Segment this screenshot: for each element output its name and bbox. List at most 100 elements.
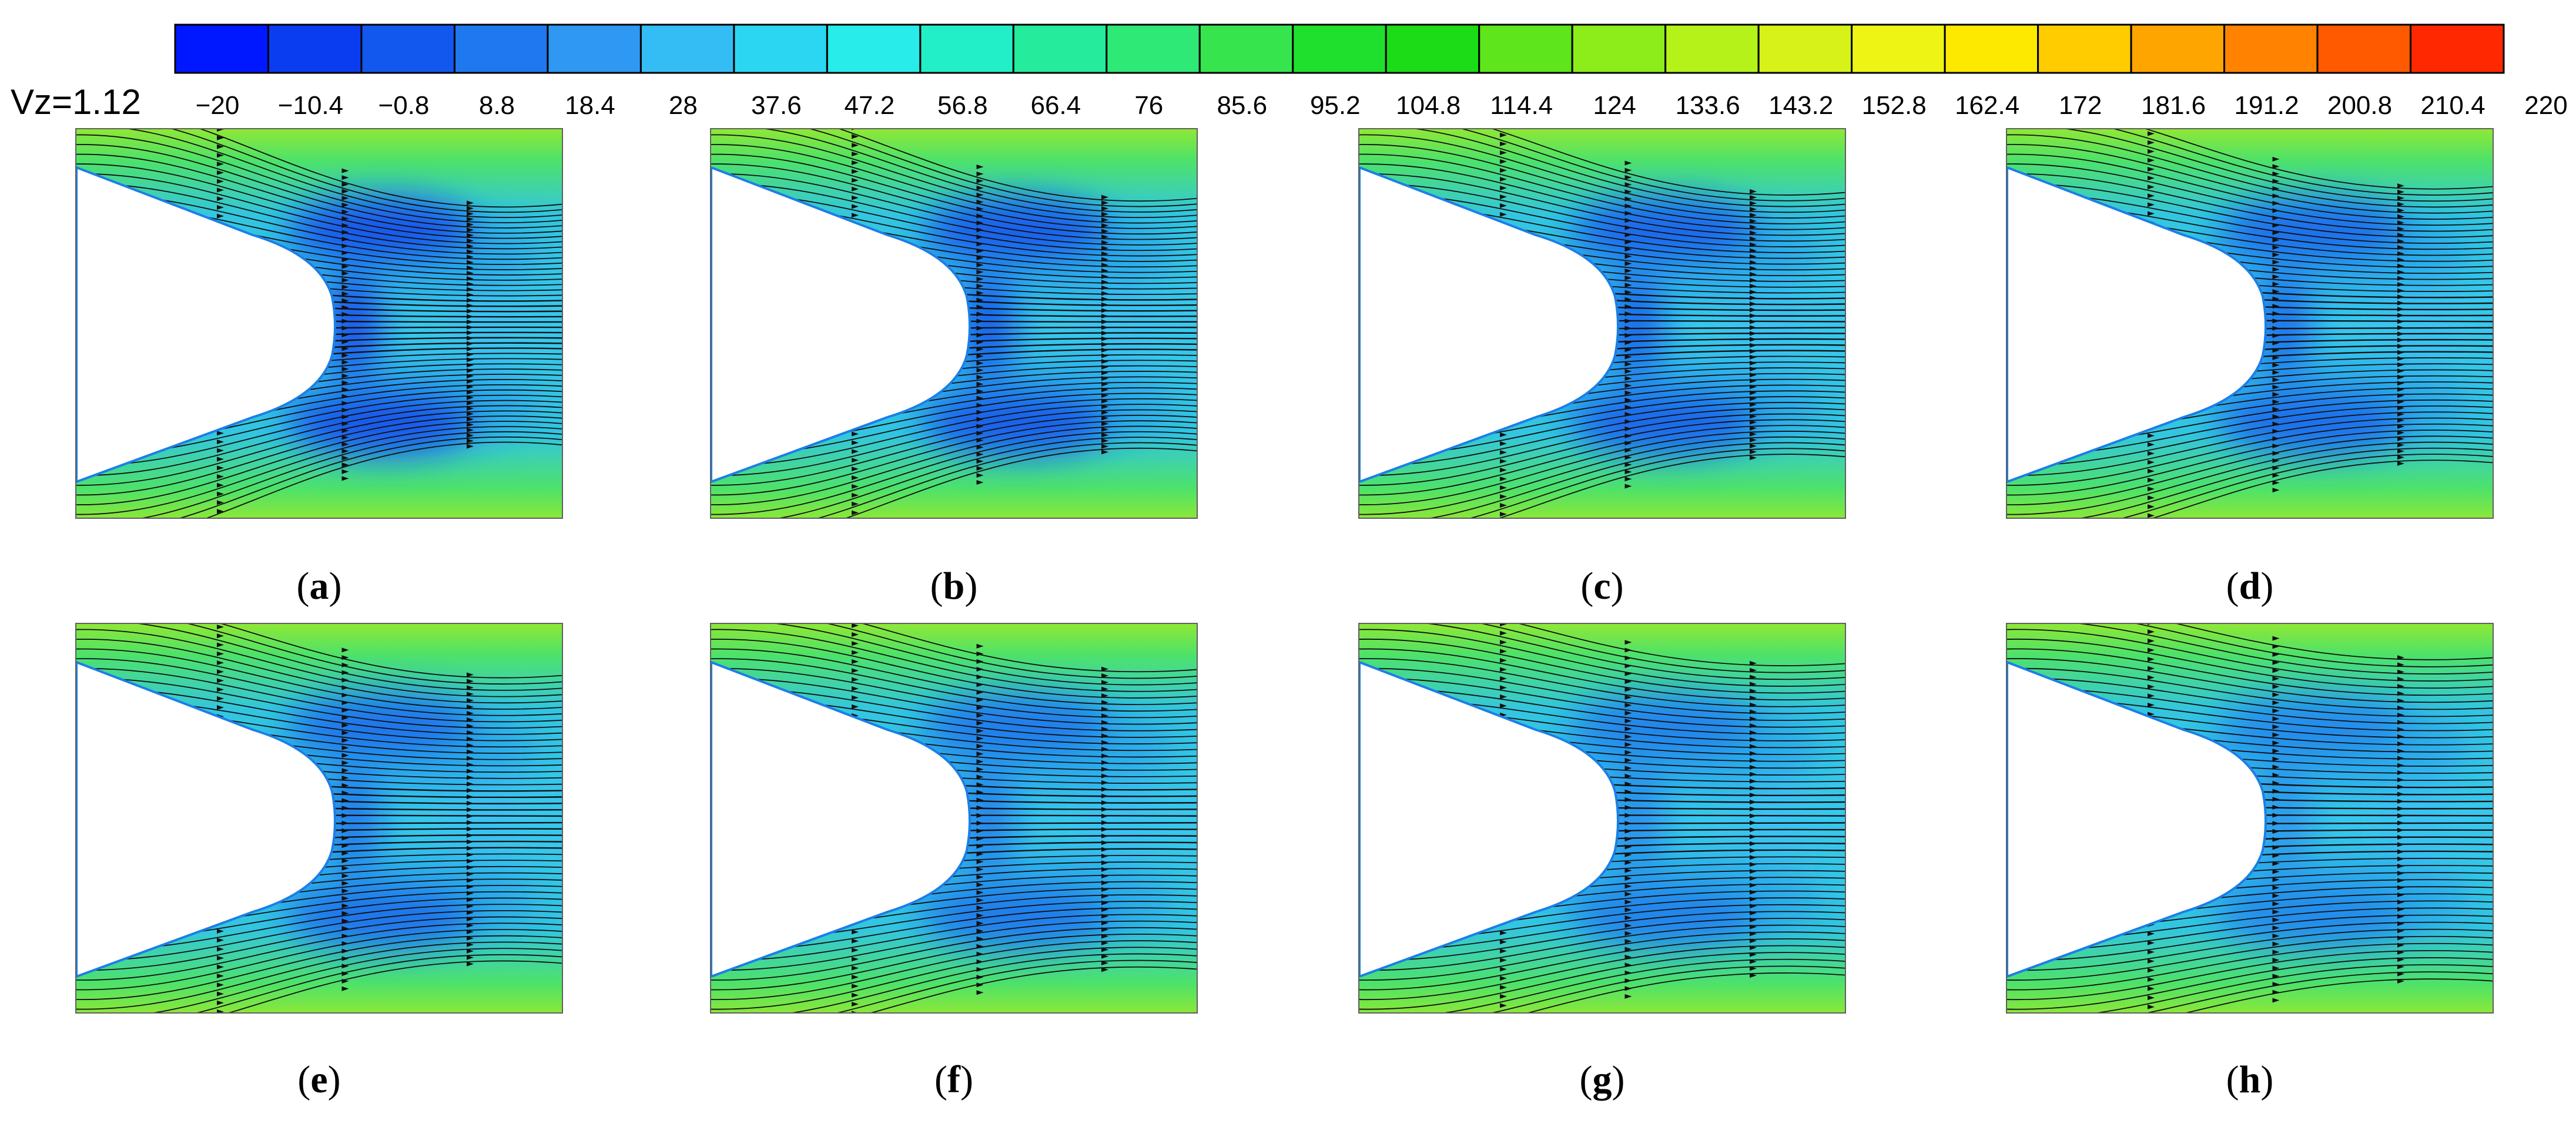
streamline-arrow xyxy=(217,482,224,488)
streamline xyxy=(172,129,562,213)
streamline-arrow xyxy=(467,227,474,233)
streamline-arrow xyxy=(1624,939,1632,944)
solid-body xyxy=(711,660,971,978)
streamline-arrow xyxy=(1624,376,1632,381)
streamline xyxy=(153,948,562,1012)
streamline-arrow xyxy=(1500,1012,1507,1014)
legend-tick-label: 133.6 xyxy=(1676,91,1740,120)
streamline xyxy=(862,624,1197,673)
streamline-arrow xyxy=(2148,940,2155,945)
streamline-arrow xyxy=(2272,333,2280,338)
streamline-arrow xyxy=(2272,200,2280,206)
streamline-arrow xyxy=(217,457,224,462)
streamline-arrow xyxy=(976,643,984,649)
streamline-arrow xyxy=(1750,758,1757,763)
streamline-arrow xyxy=(341,175,349,180)
streamline-arrow xyxy=(341,813,349,818)
streamline xyxy=(1359,677,1845,721)
legend-tick-label: 47.2 xyxy=(845,91,895,120)
streamline-arrow xyxy=(2272,488,2280,493)
streamline-arrow xyxy=(2272,941,2280,947)
streamline-arrow xyxy=(467,833,474,838)
streamline-arrow xyxy=(852,204,859,209)
streamline xyxy=(711,163,1197,235)
streamline-arrow xyxy=(341,888,349,894)
streamline-arrow xyxy=(467,922,474,928)
streamline-arrow xyxy=(1624,484,1632,489)
streamline-arrow xyxy=(1750,194,1757,200)
streamline-arrow xyxy=(1750,373,1757,378)
streamline-arrow xyxy=(1624,923,1632,928)
streamline-arrow xyxy=(467,384,474,390)
streamline-arrow xyxy=(976,898,984,903)
legend-swatch xyxy=(1292,24,1387,74)
streamline-arrow xyxy=(2272,668,2280,673)
streamline-arrow xyxy=(467,717,474,722)
streamline-arrow xyxy=(467,878,474,883)
streamline-arrow xyxy=(852,957,859,962)
streamline-arrow xyxy=(2148,629,2155,635)
streamline-arrow xyxy=(1624,340,1632,345)
streamline-arrow xyxy=(1101,747,1108,752)
legend-tick-label: 143.2 xyxy=(1768,91,1833,120)
streamline-arrow xyxy=(1101,392,1108,398)
streamline xyxy=(76,173,562,244)
streamline-arrow xyxy=(341,670,349,675)
streamline-arrow xyxy=(341,806,349,811)
streamline-arrow xyxy=(976,213,984,219)
streamline-arrow xyxy=(1101,927,1108,932)
streamline-arrow xyxy=(1750,730,1757,735)
streamline xyxy=(1528,972,1845,1012)
streamline-arrow xyxy=(1624,326,1632,331)
streamline xyxy=(1428,624,1845,680)
legend-swatch xyxy=(2410,24,2505,74)
streamline-arrow xyxy=(1500,150,1507,155)
streamline-arrow xyxy=(2272,684,2280,689)
flow-field xyxy=(2007,129,2493,518)
streamline-arrow xyxy=(2397,319,2404,324)
streamline-arrow xyxy=(852,492,859,498)
streamline-arrow xyxy=(1101,415,1108,421)
streamline-arrow xyxy=(1101,376,1108,381)
streamline xyxy=(711,404,1197,467)
streamline-arrow xyxy=(467,319,474,324)
streamline-arrow xyxy=(852,975,859,980)
streamline-arrow xyxy=(976,982,984,988)
streamline-arrow xyxy=(2148,647,2155,653)
streamline-arrow xyxy=(2148,931,2155,937)
streamline-arrow xyxy=(1750,378,1757,384)
streamline xyxy=(711,638,1197,699)
streamline-arrow xyxy=(1624,218,1632,223)
streamline-arrow xyxy=(976,666,984,672)
streamline-arrow xyxy=(467,820,474,825)
streamline-arrow xyxy=(852,992,859,998)
streamline-arrow xyxy=(976,304,984,310)
streamline-arrow xyxy=(2397,921,2404,926)
flow-field xyxy=(711,624,1197,1012)
streamline-arrow xyxy=(1750,420,1757,425)
legend-tick-label: 85.6 xyxy=(1217,91,1267,120)
streamline-arrow xyxy=(852,152,859,157)
streamline-arrow xyxy=(2397,928,2404,934)
streamline-arrow xyxy=(1750,904,1757,909)
streamline-arrow xyxy=(467,249,474,254)
streamline-arrow xyxy=(467,406,474,411)
streamline-arrow xyxy=(2397,763,2404,768)
streamline-arrow xyxy=(2272,370,2280,375)
streamline-arrow xyxy=(341,455,349,461)
streamline-arrow xyxy=(2397,208,2404,213)
streamline-arrow xyxy=(2272,780,2280,786)
streamline-arrow xyxy=(2397,233,2404,238)
streamline-arrow xyxy=(976,882,984,887)
streamline-arrow xyxy=(467,206,474,211)
streamline-arrow xyxy=(2272,724,2280,730)
streamline-arrow xyxy=(1101,364,1108,370)
streamline xyxy=(200,129,562,208)
streamline-arrow xyxy=(1750,254,1757,259)
streamline xyxy=(711,648,1197,706)
legend-tick-label: 18.4 xyxy=(565,91,615,120)
streamline-arrow xyxy=(2397,935,2404,941)
streamline-arrow xyxy=(217,687,224,692)
streamline xyxy=(2007,658,2493,703)
streamline-arrow xyxy=(1500,176,1507,182)
